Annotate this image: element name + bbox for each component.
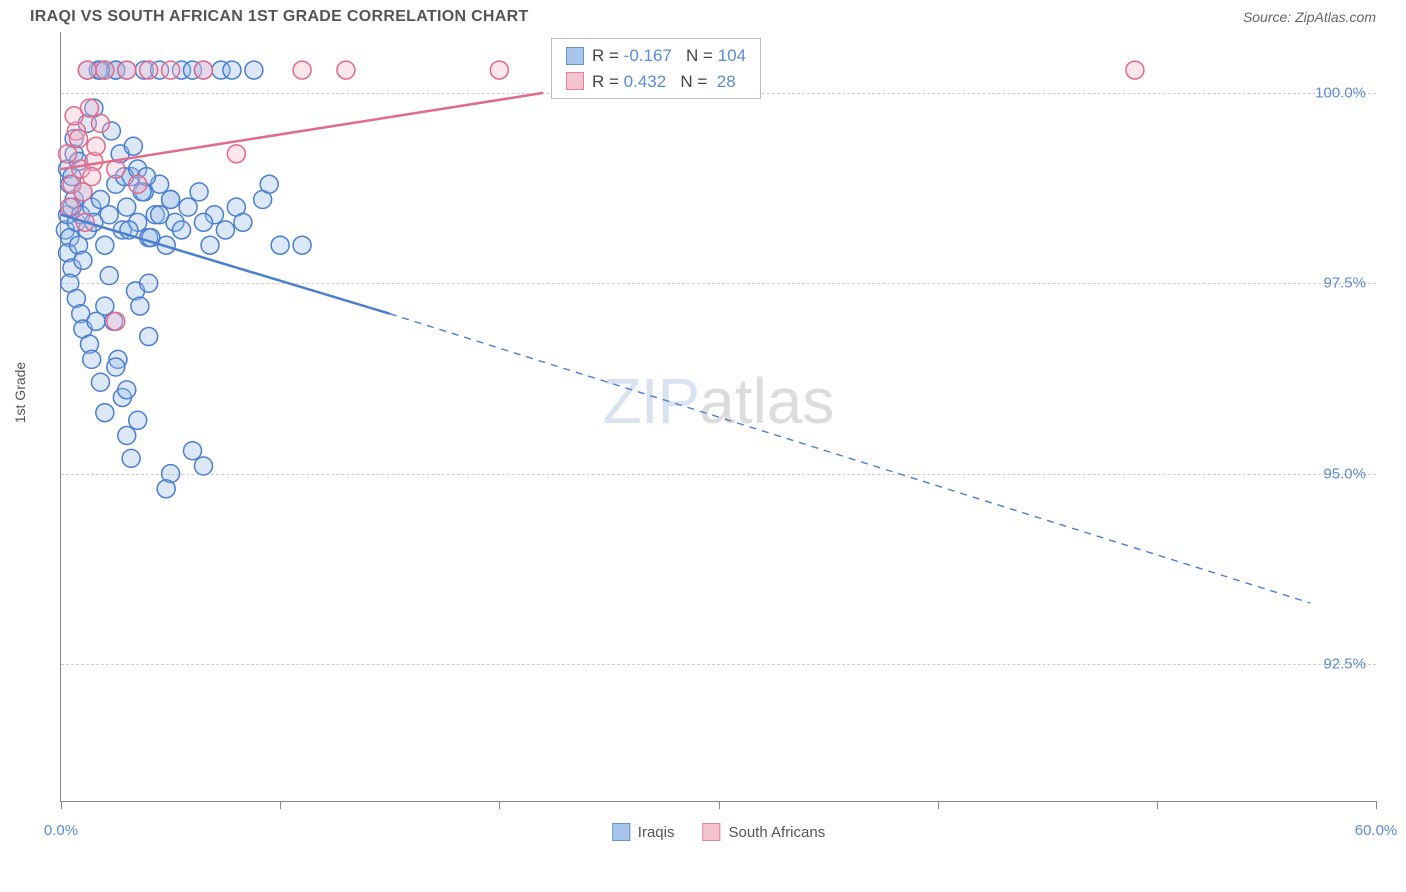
legend-swatch [702, 823, 720, 841]
bottom-legend-label: Iraqis [638, 824, 675, 841]
x-tick-label: 60.0% [1355, 822, 1398, 839]
scatter-point [157, 480, 175, 498]
scatter-point [83, 168, 101, 186]
x-tick [1157, 801, 1158, 809]
stats-legend-row: R = 0.432 N = 28 [566, 69, 746, 95]
scatter-point [227, 145, 245, 163]
x-tick-label: 0.0% [44, 822, 78, 839]
scatter-point [96, 404, 114, 422]
scatter-point [91, 373, 109, 391]
source-label: Source: ZipAtlas.com [1243, 9, 1376, 25]
scatter-point [151, 206, 169, 224]
scatter-point [78, 61, 96, 79]
y-axis-label: 1st Grade [12, 362, 28, 423]
legend-swatch [566, 72, 584, 90]
x-tick [719, 801, 720, 809]
legend-swatch [566, 47, 584, 65]
scatter-point [271, 236, 289, 254]
scatter-point [179, 198, 197, 216]
x-tick [61, 801, 62, 809]
scatter-point [96, 236, 114, 254]
scatter-point [100, 267, 118, 285]
scatter-point [83, 350, 101, 368]
scatter-point [173, 221, 191, 239]
chart-title: IRAQI VS SOUTH AFRICAN 1ST GRADE CORRELA… [30, 8, 529, 26]
scatter-point [100, 206, 118, 224]
scatter-point [194, 457, 212, 475]
bottom-legend-item: South Africans [702, 823, 825, 841]
scatter-point [337, 61, 355, 79]
chart-header: IRAQI VS SOUTH AFRICAN 1ST GRADE CORRELA… [0, 0, 1406, 32]
scatter-point [107, 358, 125, 376]
scatter-point [223, 61, 241, 79]
scatter-point [87, 137, 105, 155]
scatter-point [118, 381, 136, 399]
scatter-point [118, 198, 136, 216]
scatter-point [245, 61, 263, 79]
scatter-point [293, 236, 311, 254]
chart-area: 92.5%95.0%97.5%100.0% ZIPatlas R = -0.16… [60, 32, 1376, 802]
scatter-point [118, 427, 136, 445]
stats-legend-row: R = -0.167 N = 104 [566, 43, 746, 69]
bottom-legend: Iraqis South Africans [612, 823, 825, 841]
scatter-point [490, 61, 508, 79]
legend-stat-text: R = -0.167 N = 104 [592, 43, 746, 69]
scatter-point [131, 297, 149, 315]
scatter-point [184, 442, 202, 460]
scatter-point [59, 145, 77, 163]
stats-legend-box: R = -0.167 N = 104R = 0.432 N = 28 [551, 38, 761, 99]
scatter-point [162, 191, 180, 209]
scatter-point [129, 411, 147, 429]
scatter-point [107, 160, 125, 178]
scatter-point [140, 274, 158, 292]
trend-line [61, 93, 543, 169]
scatter-point [234, 213, 252, 231]
scatter-point [260, 175, 278, 193]
scatter-point [61, 198, 79, 216]
scatter-point [122, 449, 140, 467]
scatter-point [194, 61, 212, 79]
scatter-point [194, 213, 212, 231]
scatter-point [91, 114, 109, 132]
plot-svg [61, 32, 1376, 801]
scatter-point [96, 61, 114, 79]
scatter-point [140, 61, 158, 79]
x-tick [1376, 801, 1377, 809]
scatter-point [129, 175, 147, 193]
legend-swatch [612, 823, 630, 841]
scatter-point [162, 61, 180, 79]
bottom-legend-label: South Africans [728, 824, 825, 841]
scatter-point [96, 297, 114, 315]
scatter-point [70, 130, 88, 148]
x-tick [280, 801, 281, 809]
legend-stat-text: R = 0.432 N = 28 [592, 69, 736, 95]
scatter-point [293, 61, 311, 79]
bottom-legend-item: Iraqis [612, 823, 675, 841]
scatter-point [80, 99, 98, 117]
scatter-point [140, 328, 158, 346]
x-tick [938, 801, 939, 809]
x-tick [499, 801, 500, 809]
scatter-point [74, 251, 92, 269]
scatter-point [190, 183, 208, 201]
scatter-point [118, 61, 136, 79]
trend-line-extension [390, 314, 1311, 603]
scatter-point [124, 137, 142, 155]
scatter-point [216, 221, 234, 239]
scatter-point [1126, 61, 1144, 79]
scatter-point [107, 312, 125, 330]
scatter-point [201, 236, 219, 254]
